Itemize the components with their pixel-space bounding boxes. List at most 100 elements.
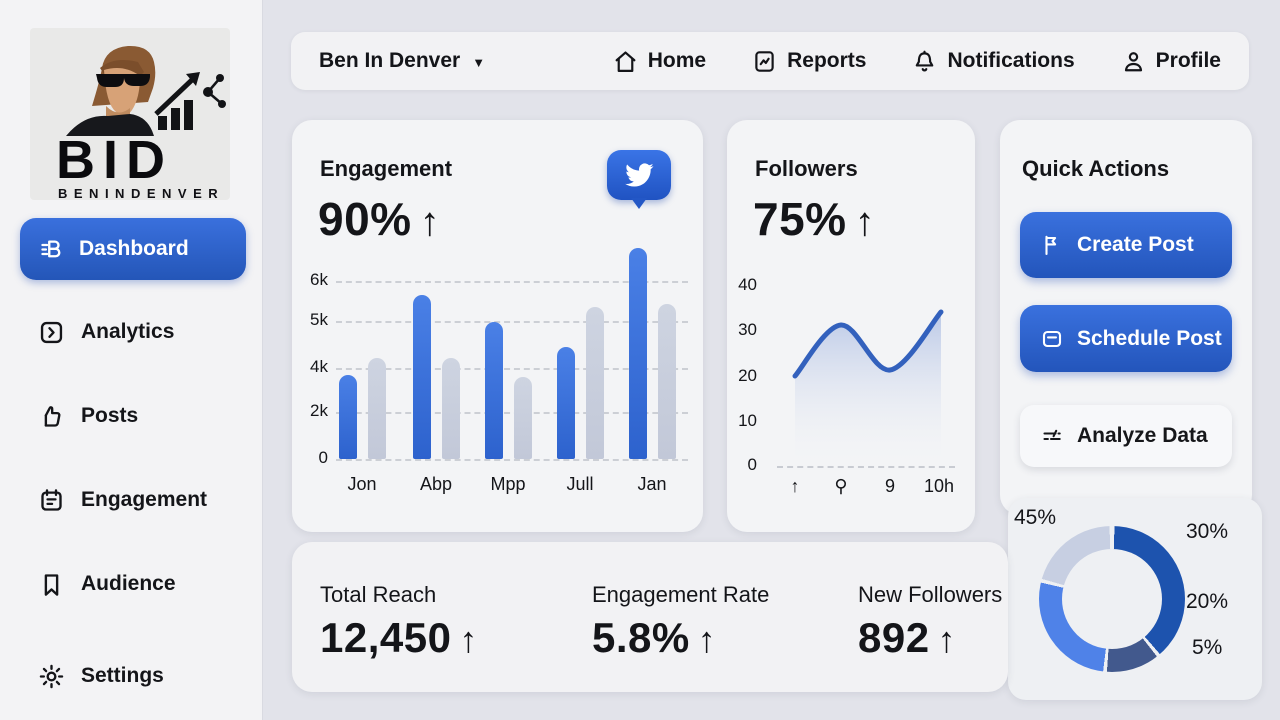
topbar-item-reports[interactable]: Reports [752, 49, 866, 74]
bar-previous-Jon [368, 358, 386, 459]
account-dropdown[interactable]: Ben In Denver ▼ [319, 49, 485, 73]
line-plot [792, 309, 944, 466]
button-label: Analyze Data [1077, 424, 1208, 447]
logo-acronym: BID [56, 130, 173, 190]
bar-current-Mpp [485, 322, 503, 459]
sidebar: BID BENINDENVER Dashboard Analytics Post… [0, 0, 263, 720]
bar-previous-Abp [442, 358, 460, 459]
gridline [336, 368, 688, 370]
sidebar-item-label: Posts [81, 404, 139, 427]
sidebar-item-label: Analytics [81, 320, 175, 343]
sidebar-item-posts[interactable]: Posts [20, 396, 246, 436]
stat-total-reach: Total Reach 12,450 ↑ [320, 582, 478, 662]
up-arrow-icon: ↑ [854, 200, 876, 244]
summary-stats-card: Total Reach 12,450 ↑ Engagement Rate 5.8%… [292, 542, 1008, 692]
gridline [336, 281, 688, 283]
sidebar-item-label: Engagement [81, 488, 208, 511]
sidebar-item-engagement[interactable]: Engagement [20, 480, 246, 520]
baseline [777, 466, 955, 468]
schedule-post-button[interactable]: Schedule Post [1020, 305, 1232, 372]
sidebar-item-audience[interactable]: Audience [20, 564, 246, 604]
y-axis-tick: 2k [310, 401, 328, 420]
y-axis-tick: 30 [738, 320, 757, 339]
y-axis-tick: 5k [310, 310, 328, 329]
twitter-badge-button[interactable] [607, 150, 671, 209]
engagement-value: 90% ↑ [318, 193, 441, 245]
flag-icon [1040, 233, 1064, 257]
topbar-nav: Home Reports Notifications Profile [613, 49, 1221, 74]
engagement-card: Engagement 90% ↑ 6k 5k 4k 2k 0 Jon Abp Mpp Jull Ja… [292, 120, 703, 532]
y-axis-tick: 0 [318, 448, 328, 467]
y-axis-tick: 10 [738, 411, 757, 430]
stat-new-followers: New Followers 892 ↑ [858, 582, 1002, 662]
donut-label-30: 30% [1186, 520, 1229, 543]
account-name: Ben In Denver [319, 49, 461, 72]
y-axis-tick: 4k [310, 357, 328, 376]
y-axis-tick: 6k [310, 270, 328, 289]
topbar-item-notifications[interactable]: Notifications [912, 49, 1075, 74]
x-axis-label: 10h [923, 476, 955, 496]
twitter-icon [624, 160, 654, 190]
followers-value: 75% ↑ [753, 193, 876, 245]
topbar-item-profile[interactable]: Profile [1121, 49, 1221, 74]
x-axis-label: ⚲ [834, 476, 848, 496]
posts-icon [38, 403, 65, 430]
stat-label: Total Reach [320, 582, 437, 607]
engagement-icon [38, 487, 65, 514]
bell-icon [912, 49, 937, 74]
stat-value: 5.8% ↑ [592, 614, 717, 661]
sidebar-item-label: Dashboard [79, 237, 189, 260]
home-icon [613, 49, 638, 74]
topbar-item-label: Notifications [947, 49, 1075, 72]
gridline [336, 321, 688, 323]
x-axis-label: Mpp [490, 474, 526, 494]
bar-current-Jon [339, 375, 357, 459]
sliders-icon [1040, 424, 1064, 448]
bar-current-Abp [413, 295, 431, 459]
followers-card: Followers 75% ↑ 40 30 20 10 0 ↑ ⚲ 9 10h [727, 120, 975, 532]
sidebar-item-label: Audience [81, 572, 176, 595]
donut-hole [1062, 549, 1162, 649]
chevron-down-icon: ▼ [472, 55, 486, 70]
x-axis-label: Jan [637, 474, 667, 494]
topbar-item-home[interactable]: Home [613, 49, 706, 74]
gridline [336, 459, 688, 461]
topbar-item-label: Home [647, 49, 707, 72]
reports-icon [752, 49, 777, 74]
followers-card-title: Followers [755, 156, 858, 181]
topbar-item-label: Profile [1155, 49, 1221, 72]
quick-actions-card: Quick Actions Create Post Schedule Post … [1000, 120, 1252, 515]
gridline [336, 412, 688, 414]
sidebar-item-dashboard[interactable]: Dashboard [20, 218, 246, 280]
stat-label: Engagement Rate [592, 582, 770, 607]
create-post-button[interactable]: Create Post [1020, 212, 1232, 278]
dashboard-icon [38, 236, 65, 263]
x-axis-label: 9 [884, 476, 895, 496]
audience-icon [38, 571, 65, 598]
quick-actions-title: Quick Actions [1022, 156, 1170, 181]
sidebar-item-settings[interactable]: Settings [20, 656, 246, 696]
analytics-icon [38, 319, 65, 346]
donut-label-45: 45% [1014, 506, 1057, 529]
bar-previous-Jull [586, 307, 604, 459]
stat-value: 12,450 ↑ [320, 614, 478, 661]
stat-label: New Followers [858, 582, 1003, 607]
x-axis-label: Jon [347, 474, 377, 494]
stat-value: 892 ↑ [858, 614, 957, 661]
analyze-data-button[interactable]: Analyze Data [1020, 405, 1232, 467]
sidebar-item-analytics[interactable]: Analytics [20, 312, 246, 352]
stat-engagement-rate: Engagement Rate 5.8% ↑ [592, 582, 769, 662]
profile-icon [1121, 49, 1146, 74]
donut-label-5: 5% [1192, 636, 1223, 659]
y-axis-tick: 40 [738, 275, 757, 294]
engagement-card-title: Engagement [320, 156, 453, 181]
x-axis-label: Jull [566, 474, 594, 494]
topbar: Ben In Denver ▼ Home Reports Notificatio… [291, 32, 1249, 90]
button-label: Schedule Post [1077, 326, 1222, 350]
bar-current-Jull [557, 347, 575, 459]
audience-share-card: 45% 30% 20% 5% [1008, 498, 1262, 700]
x-axis-label: Abp [419, 474, 453, 494]
x-axis-label: ↑ [790, 476, 800, 496]
y-axis-tick: 0 [747, 455, 757, 474]
schedule-icon [1040, 327, 1064, 351]
